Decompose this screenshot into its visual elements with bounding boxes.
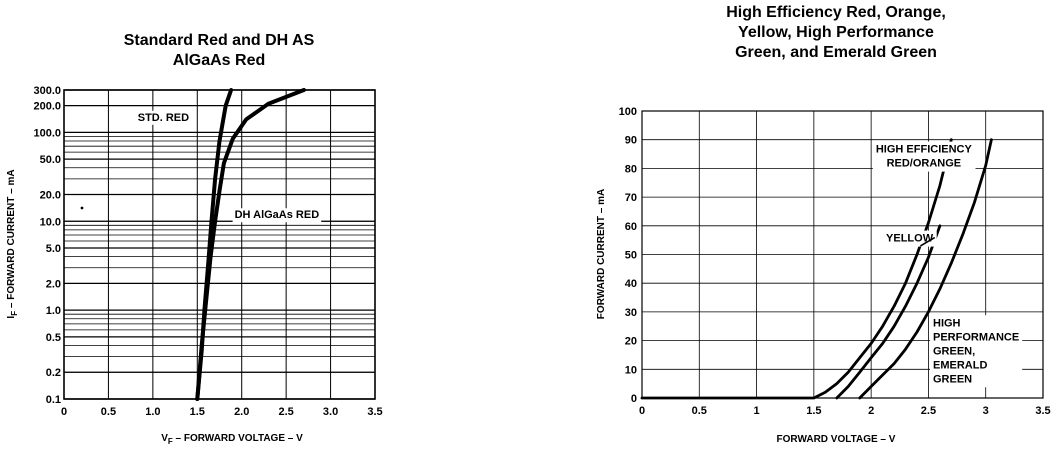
right-x-tick-label: 2.5 — [921, 405, 936, 417]
left-x-tick-label: 1.5 — [190, 406, 205, 418]
left-annotation: STD. RED — [138, 112, 189, 124]
left-y-tick-label: 50.0 — [40, 154, 61, 166]
right-y-tick-label: 0 — [631, 393, 637, 405]
right-annotation-line: HIGH EFFICIENCY — [876, 144, 973, 156]
right-y-tick-label: 90 — [625, 135, 637, 147]
right-x-tick-label: 2 — [868, 405, 874, 417]
right-chart: High Efficiency Red, Orange, Yellow, High… — [596, 4, 1051, 445]
right-y-tick-label: 40 — [625, 278, 637, 290]
right-chart-title-line: High Efficiency Red, Orange, — [726, 4, 946, 21]
left-plot-frame — [63, 89, 376, 400]
left-chart-title-line: AlGaAs Red — [173, 52, 265, 69]
right-x-tick-label: 1 — [754, 405, 760, 417]
left-chart: Standard Red and DH AS AlGaAs Red 0 0.5 1.0 1… — [6, 32, 383, 446]
left-y-tick-label: 5.0 — [46, 243, 61, 255]
right-y-tick-label: 70 — [625, 192, 637, 204]
left-series-line-dh-algaas-red — [195, 88, 306, 401]
left-y-tick-label: 20.0 — [40, 190, 61, 202]
left-stray-dot — [80, 206, 84, 210]
left-x-tick-label: 3.0 — [323, 406, 338, 418]
left-y-tick-label: 100.0 — [33, 127, 61, 139]
right-annotation-bg — [883, 230, 937, 247]
right-series-line-hi-eff-red-orange — [640, 138, 953, 400]
left-annotation-bg — [232, 208, 322, 223]
left-y-axis-label: IF – FORWARD CURRENT – mA — [6, 169, 19, 318]
right-y-tick-label: 50 — [625, 250, 637, 262]
left-x-tick-label: 3.5 — [367, 406, 382, 418]
left-y-tick-label: 1.0 — [46, 305, 61, 317]
right-y-tick-label: 60 — [625, 221, 637, 233]
right-annotation-line: YELLOW — [886, 233, 934, 245]
left-y-tick-label: 0.5 — [46, 332, 61, 344]
right-series-line-green — [858, 138, 993, 400]
right-annotation-line: RED/ORANGE — [887, 158, 962, 170]
left-y-tick-label: 2.0 — [46, 278, 61, 290]
right-annotation-line: EMERALD — [933, 359, 987, 371]
right-plot-frame — [641, 110, 1044, 399]
left-annotation-bg — [135, 110, 192, 125]
left-y-tick-label: 0.1 — [46, 394, 61, 406]
right-y-tick-label: 30 — [625, 307, 637, 319]
left-x-axis-label: VF – FORWARD VOLTAGE – V — [161, 433, 303, 446]
right-y-tick-label: 10 — [625, 364, 637, 376]
left-y-tick-label: 300.0 — [33, 85, 61, 97]
left-chart-title-line: Standard Red and DH AS — [124, 32, 315, 49]
right-series-line-yellow — [835, 224, 942, 400]
right-x-tick-label: 3.5 — [1035, 405, 1050, 417]
left-x-tick-label: 2.0 — [234, 406, 249, 418]
left-x-tick-label: 1.0 — [145, 406, 160, 418]
left-annotation: DH AlGaAs RED — [235, 209, 320, 221]
right-x-tick-label: 3 — [983, 405, 989, 417]
right-x-axis-label: FORWARD VOLTAGE – V — [777, 434, 896, 445]
left-x-tick-label: 0.5 — [101, 406, 116, 418]
right-y-tick-label: 80 — [625, 163, 637, 175]
right-x-tick-label: 0.5 — [692, 405, 707, 417]
right-chart-title-line: Green, and Emerald Green — [735, 44, 937, 61]
right-annotation-line: HIGH — [933, 317, 961, 329]
right-y-tick-label: 100 — [619, 106, 637, 118]
left-y-tick-label: 200.0 — [33, 101, 61, 113]
right-x-tick-label: 0 — [639, 405, 645, 417]
right-chart-title-line: Yellow, High Performance — [738, 24, 934, 41]
right-annotation-bg — [872, 141, 976, 172]
right-annotation-bg — [930, 315, 1023, 388]
right-y-tick-label: 20 — [625, 336, 637, 348]
left-y-tick-label: 0.2 — [46, 367, 61, 379]
right-x-tick-label: 1.5 — [806, 405, 821, 417]
right-yellow-leader-line — [920, 236, 936, 247]
right-y-axis-label: FORWARD CURRENT – mA — [596, 189, 607, 319]
left-x-tick-label: 0 — [61, 406, 67, 418]
right-annotation-line: PERFORMANCE — [933, 331, 1019, 343]
right-annotation-line: GREEN, — [933, 345, 975, 357]
left-x-tick-label: 2.5 — [278, 406, 293, 418]
left-y-tick-label: 10.0 — [40, 216, 61, 228]
right-annotation-line: GREEN — [933, 373, 972, 385]
